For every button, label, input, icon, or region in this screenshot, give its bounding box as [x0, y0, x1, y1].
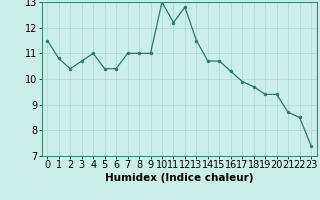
X-axis label: Humidex (Indice chaleur): Humidex (Indice chaleur) — [105, 173, 253, 183]
